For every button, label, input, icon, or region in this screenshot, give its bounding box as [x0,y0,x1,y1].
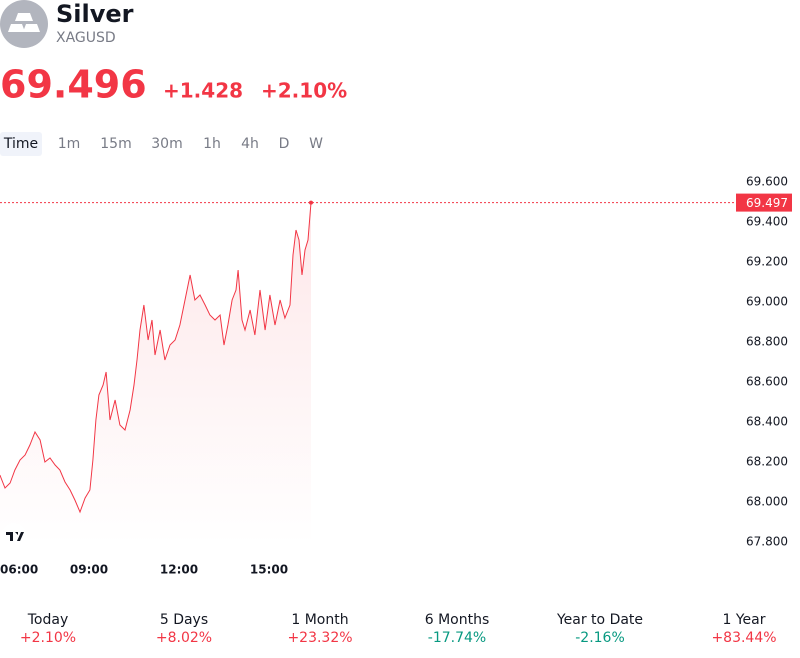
period-change: -2.16% [575,630,625,646]
period-label: 5 Days [160,612,208,628]
timeframe-tab[interactable]: D [279,136,290,152]
y-tick-label: 68.000 [746,495,788,509]
symbol-icon [0,0,48,48]
y-tick-label: 68.800 [746,335,788,349]
symbol-name: Silver [56,0,134,28]
timeframe-tab[interactable]: 30m [151,136,182,152]
icon-bars [8,13,40,32]
symbol-code: XAGUSD [56,30,116,46]
y-tick-label: 68.400 [746,415,788,429]
last-price-label: 69.497 [746,196,788,210]
y-tick-label: 68.600 [746,375,788,389]
timeframe-tab[interactable]: 1h [203,136,221,152]
timeframe-tab[interactable]: W [309,136,323,152]
period-label: 1 Year [723,612,766,628]
tv-logo [1,523,27,549]
period-change: +8.02% [156,630,212,646]
x-tick-label: 12:00 [160,563,198,577]
period-change: +2.10% [20,630,76,646]
y-tick-label: 68.200 [746,455,788,469]
period-label: Year to Date [556,612,643,628]
timeframe-tab[interactable]: 4h [241,136,259,152]
last-point [309,200,313,205]
x-tick-label: 15:00 [250,563,288,577]
price-line [0,202,312,514]
y-tick-label: 69.000 [746,295,788,309]
x-tick-label: 06:00 [0,563,38,577]
price: 69.496 [0,63,147,107]
period-label: Today [27,612,69,628]
y-tick-label: 69.200 [746,255,788,269]
price-change-percent: +2.10% [261,79,347,103]
period-change: +23.32% [287,630,352,646]
period-change: -17.74% [428,630,486,646]
price-change: +1.428 [163,79,243,103]
x-tick-label: 09:00 [70,563,108,577]
y-tick-label: 69.400 [746,215,788,229]
period-label: 6 Months [425,612,490,628]
timeframe-tab[interactable]: 1m [58,136,81,152]
y-tick-label: 67.800 [746,535,788,549]
selected-tab [0,132,42,156]
period-change: +83.44% [711,630,776,646]
y-tick-label: 69.600 [746,175,788,189]
period-label: 1 Month [291,612,348,628]
timeframe-tab[interactable]: 15m [100,136,131,152]
last-price-box [736,193,792,212]
timeframe-tab[interactable]: Time [3,136,38,152]
area [0,202,311,545]
